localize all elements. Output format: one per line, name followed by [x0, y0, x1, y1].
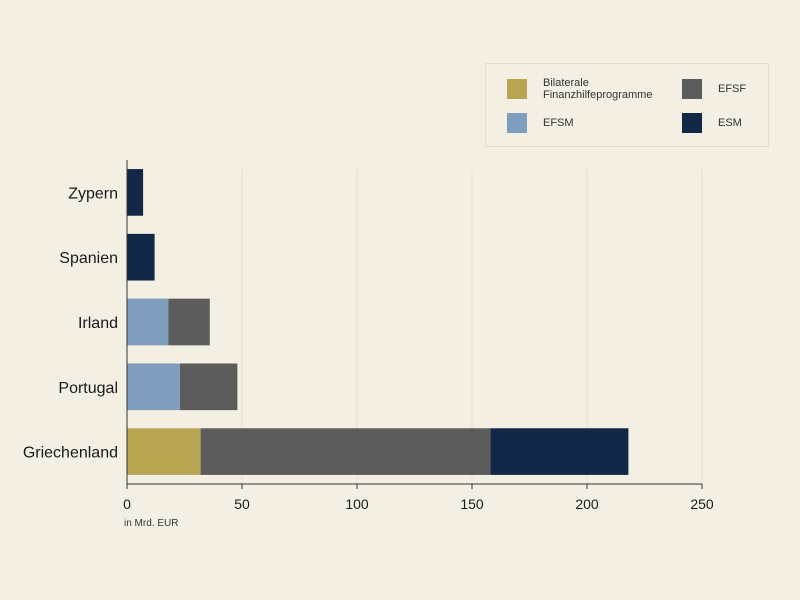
bar-griechenland-bilaterale-finanzhilfeprogramme: [127, 428, 201, 475]
legend-swatch-esm: [682, 113, 702, 133]
x-tick-label-50: 50: [234, 496, 250, 512]
x-tick-label-250: 250: [690, 496, 714, 512]
chart-legend: Bilaterale Finanzhilfeprogramme EFSF EFS…: [485, 63, 769, 147]
bar-griechenland-efsf: [200, 428, 491, 475]
x-axis-label: in Mrd. EUR: [124, 518, 178, 529]
category-label-spanien: Spanien: [59, 250, 118, 267]
bar-layer: [127, 169, 629, 475]
legend-label-esm: ESM: [718, 117, 742, 129]
x-tick-label-150: 150: [460, 496, 484, 512]
category-label-griechenland: Griechenland: [23, 445, 118, 462]
legend-item-efsm: EFSM: [507, 113, 574, 133]
bar-irland-efsf: [168, 298, 210, 346]
legend-item-efsf: EFSF: [682, 79, 746, 99]
bar-spanien-esm: [127, 233, 155, 281]
legend-swatch-bilateral: [507, 79, 527, 99]
bar-griechenland-esm: [490, 428, 629, 475]
legend-label-efsm: EFSM: [543, 117, 574, 129]
legend-item-bilateral: Bilaterale Finanzhilfeprogramme: [507, 77, 673, 101]
legend-swatch-efsm: [507, 113, 527, 133]
legend-label-efsf: EFSF: [718, 83, 747, 95]
bar-zypern-esm: [127, 169, 144, 216]
legend-swatch-efsf: [682, 79, 702, 99]
x-tick-label-200: 200: [575, 496, 599, 512]
category-label-irland: Irland: [78, 315, 118, 332]
label-layer: Zypern Spanien Irland Portugal Griechenland 0…: [23, 185, 714, 529]
bar-portugal-efsm: [127, 363, 180, 411]
bar-irland-efsm: [127, 298, 169, 346]
axis-layer: [126, 160, 703, 489]
x-tick-label-0: 0: [123, 496, 131, 512]
category-label-zypern: Zypern: [68, 185, 118, 202]
category-label-portugal: Portugal: [58, 380, 118, 397]
legend-item-esm: ESM: [682, 113, 742, 133]
legend-label-bilateral: Bilaterale Finanzhilfeprogramme: [543, 77, 653, 101]
x-tick-label-100: 100: [345, 496, 369, 512]
bar-portugal-efsf: [179, 363, 238, 411]
